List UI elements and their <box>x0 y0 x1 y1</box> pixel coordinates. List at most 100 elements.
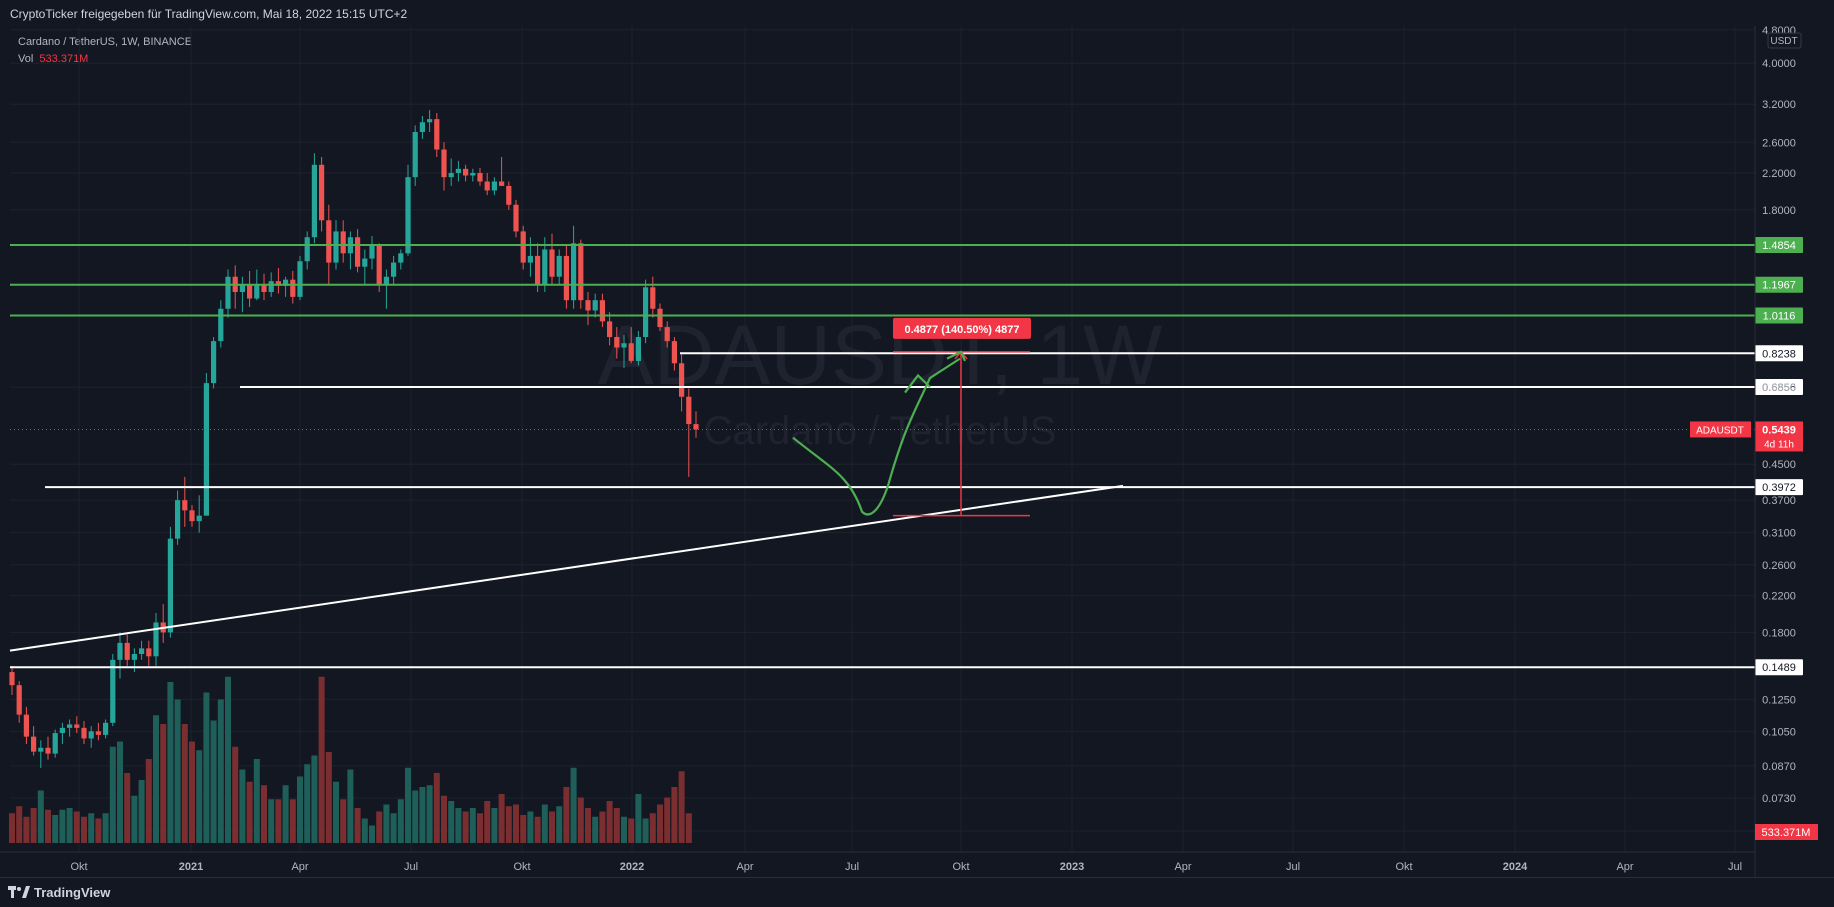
level-tag-bg <box>1755 345 1803 362</box>
candle <box>160 604 166 643</box>
candle <box>16 681 22 723</box>
candle-body <box>391 262 397 277</box>
currency-badge-bg <box>1767 32 1802 49</box>
drawings[interactable]: 0.4877 (140.50%) 4877 <box>9 317 1124 652</box>
horizontal-levels[interactable]: 1.4854 1.1967 1.0116 0.8238 0.6856 0.3972 0.14… <box>10 237 1803 676</box>
candle <box>283 276 289 297</box>
candle <box>117 632 123 679</box>
volume-bar <box>642 818 649 843</box>
candle <box>95 722 101 741</box>
level-tag-bg <box>1755 659 1803 676</box>
time-axis[interactable]: Okt 2021 Apr Jul Okt 2022 Apr Jul Okt 2023 Apr Jul O… <box>0 851 1755 873</box>
volume-bar <box>635 794 642 843</box>
volume-bar <box>304 764 311 843</box>
volume-bar <box>109 746 116 843</box>
volume-tag-text: 533.371M <box>1762 827 1811 839</box>
volume-bar <box>419 787 426 843</box>
watermark-name: Cardano / TetherUS <box>704 409 1057 453</box>
candle <box>218 300 224 348</box>
candle-body <box>535 255 541 285</box>
candle <box>643 279 649 344</box>
candle-body <box>38 747 44 752</box>
candle-body <box>103 722 109 735</box>
volume-bar <box>282 785 289 843</box>
footer-bar: TradingView <box>0 877 1834 907</box>
last-price-tag-value: 0.5439 <box>1762 424 1796 436</box>
candle <box>592 293 598 318</box>
candle <box>470 168 476 182</box>
candle-body <box>67 724 73 728</box>
volume-bar <box>664 797 671 843</box>
candle-body <box>398 253 404 263</box>
volume-bar <box>131 795 138 843</box>
candle-body <box>311 164 317 238</box>
candle-body <box>477 172 483 182</box>
price-chart[interactable]: ADAUSDT, 1W Cardano / TetherUS 1.48541.1… <box>0 26 1834 877</box>
candle <box>563 245 569 309</box>
candle <box>614 327 620 359</box>
volume-bar <box>117 741 123 843</box>
volume-bar <box>9 813 15 843</box>
symbol-title[interactable]: Cardano / TetherUS, 1W, BINANCE <box>18 36 193 48</box>
price-tick-label: 0.3100 <box>1762 528 1796 540</box>
candle <box>304 231 310 270</box>
volume-bar <box>66 808 73 843</box>
candle <box>679 354 685 412</box>
volume-legend[interactable]: Vol 533.371M <box>18 51 192 68</box>
candle <box>347 231 353 270</box>
volume-bar <box>599 811 606 843</box>
candle <box>671 337 677 371</box>
volume-bar <box>621 816 627 843</box>
currency-badge: USDT <box>1770 36 1797 47</box>
level-tag-bg <box>1755 307 1803 324</box>
time-tick-label: Okt <box>1395 861 1412 873</box>
volume-bar <box>397 799 404 843</box>
candle <box>657 303 663 331</box>
candle <box>211 337 217 389</box>
candle <box>419 116 425 139</box>
volume-tag-bg <box>1755 824 1818 840</box>
candle <box>88 726 94 748</box>
candle <box>196 495 202 533</box>
level-price-tag: 1.4854 <box>1755 237 1803 254</box>
candle <box>412 125 418 186</box>
candle-body <box>124 642 130 660</box>
level-tag-text: 0.1489 <box>1762 662 1796 674</box>
price-axis[interactable]: 4.8000 4.0000 3.2000 2.6000 2.2000 1.8000 0.68… <box>1754 26 1818 877</box>
candle-body <box>275 281 281 286</box>
chart-grid <box>10 26 1755 852</box>
volume-bar <box>88 813 95 843</box>
volume-bar <box>426 785 433 843</box>
candle-body <box>218 308 224 342</box>
candle-body <box>297 261 303 297</box>
volume-bar <box>167 682 174 843</box>
tradingview-logo[interactable]: TradingView <box>8 885 110 900</box>
candle <box>441 142 447 191</box>
candle-body <box>585 300 591 311</box>
candle <box>275 268 281 294</box>
volume-bar <box>549 811 555 843</box>
price-tick-label: 0.0870 <box>1762 761 1796 773</box>
candle-body <box>45 747 51 754</box>
candle <box>628 327 634 364</box>
level-price-tag: 1.1967 <box>1755 276 1803 293</box>
candle-body <box>434 119 440 150</box>
candle-body <box>261 284 267 293</box>
candle-body <box>563 255 569 301</box>
candle-body <box>333 231 339 263</box>
candle <box>484 172 490 196</box>
time-tick-label: Jul <box>1728 861 1742 873</box>
level-tag-bg <box>1755 237 1803 254</box>
candle-body <box>355 237 361 267</box>
candle <box>225 269 231 318</box>
candle-body <box>650 287 656 309</box>
volume-bar <box>505 806 512 843</box>
candle-body <box>59 727 65 734</box>
price-tick-label: 0.1250 <box>1762 694 1796 706</box>
time-tick-label: Okt <box>952 861 969 873</box>
price-tick-label: 2.6000 <box>1762 137 1796 149</box>
volume-bar <box>520 815 527 843</box>
last-price-countdown: 4d 11h <box>1764 439 1794 450</box>
volume-bar <box>124 773 131 843</box>
volume-bar <box>30 808 37 843</box>
